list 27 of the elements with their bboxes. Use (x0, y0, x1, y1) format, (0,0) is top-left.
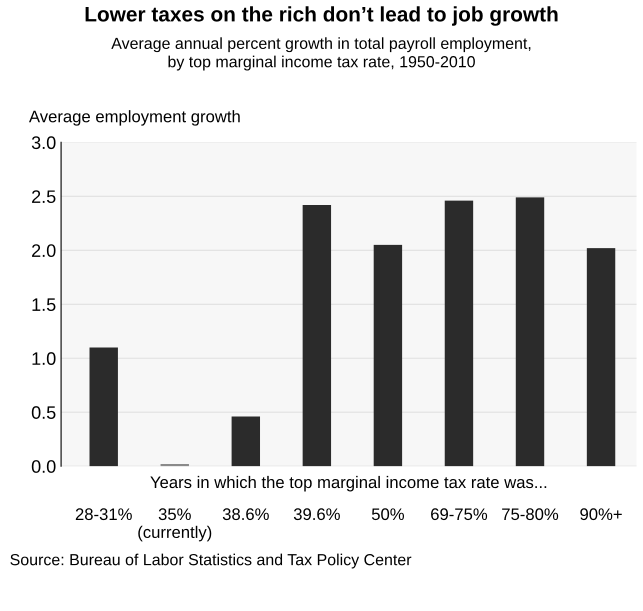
y-tick-label: 1.0 (32, 352, 56, 365)
y-tick-label: 2.0 (32, 244, 56, 258)
x-tick-label: 69-75% (431, 508, 488, 520)
y-tick-label: 0.5 (32, 406, 56, 419)
bar (232, 416, 260, 466)
y-tick-label: 0.0 (32, 460, 56, 473)
y-tick-label: 3.0 (32, 136, 56, 150)
x-tick-label: 35% (currently) (138, 508, 212, 542)
x-tick-label: 50% (372, 508, 404, 520)
bar (374, 244, 402, 466)
bar (516, 197, 544, 466)
x-tick-label: 90%+ (580, 508, 622, 520)
y-axis-title: Average employment growth (28, 110, 240, 126)
x-axis-title: Years in which the top marginal income tax rate was... (150, 476, 546, 492)
chart-title: Lower taxes on the rich don’t lead to job growth (86, 6, 558, 26)
bar (90, 347, 118, 466)
chart-subtitle: Average annual percent growth in total payroll employment, by top marginal income tax rate, 1950-2010 (111, 37, 530, 71)
x-tick-label: 39.6% (294, 508, 340, 520)
bar (586, 248, 616, 466)
x-tick-label: 75-80% (502, 508, 558, 520)
bar (444, 200, 474, 466)
bar (302, 204, 332, 466)
x-tick-label: 38.6% (222, 508, 269, 520)
x-tick-label: 28-31% (76, 508, 132, 520)
y-tick-label: 1.5 (32, 298, 56, 311)
source-note: Source: Bureau of Labor Statistics and Tax Policy Center (10, 554, 412, 568)
y-tick-label: 2.5 (32, 190, 56, 204)
